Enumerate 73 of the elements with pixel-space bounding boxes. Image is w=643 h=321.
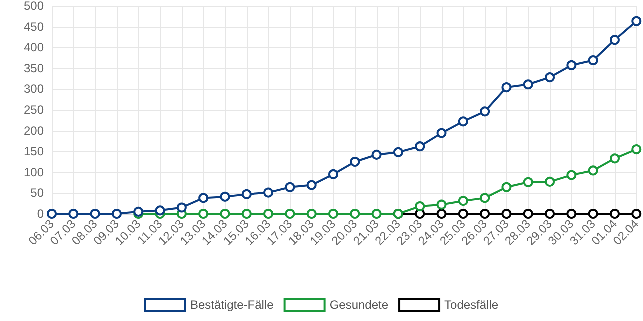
point (588, 166, 598, 176)
legend-label: Gesundete (330, 298, 389, 312)
point (545, 209, 556, 219)
point (242, 209, 252, 219)
point (632, 144, 642, 155)
point (350, 209, 360, 219)
y-tick-label: 300 (24, 82, 44, 96)
point (372, 209, 382, 219)
point (632, 16, 642, 26)
point (264, 188, 274, 198)
point (436, 128, 447, 138)
point (198, 209, 209, 219)
y-tick-label: 400 (24, 40, 44, 55)
point (610, 154, 620, 164)
point (393, 147, 404, 158)
point (480, 209, 490, 219)
point (350, 157, 360, 167)
point (545, 176, 556, 187)
point (198, 193, 209, 204)
point (176, 202, 187, 213)
point (502, 209, 512, 219)
point (372, 150, 382, 160)
point (415, 202, 426, 212)
point (415, 209, 426, 219)
point (285, 209, 296, 219)
point (415, 142, 426, 152)
point (285, 182, 296, 192)
y-tick-label: 100 (24, 165, 44, 180)
point (502, 182, 512, 192)
point (47, 209, 57, 219)
point (480, 106, 490, 117)
point (502, 82, 512, 93)
point (610, 35, 620, 46)
y-tick-label: 200 (24, 124, 44, 138)
point (68, 209, 79, 219)
y-tick-label: 0 (37, 207, 44, 221)
point (90, 209, 100, 219)
point (523, 209, 534, 219)
point (306, 209, 317, 219)
point (523, 80, 534, 90)
point (436, 200, 447, 210)
point (134, 206, 144, 217)
y-tick-label: 350 (24, 61, 44, 76)
y-tick-label: 150 (24, 144, 44, 159)
y-tick-label: 450 (24, 20, 44, 34)
point (328, 209, 338, 219)
point (155, 206, 166, 216)
point (436, 209, 447, 219)
point (588, 209, 598, 219)
point (264, 209, 274, 219)
point (566, 60, 577, 70)
point (458, 196, 468, 206)
legend-label: Bestätigte-Fälle (190, 298, 274, 312)
point (220, 192, 230, 202)
point (523, 177, 534, 188)
y-tick-label: 50 (30, 186, 44, 200)
point (545, 72, 556, 83)
point (610, 209, 620, 219)
point (566, 170, 577, 180)
point (588, 56, 598, 66)
point (112, 209, 122, 219)
point (480, 193, 490, 204)
y-tick-label: 250 (24, 103, 44, 117)
legend-label: Todesfälle (444, 298, 499, 312)
point (458, 209, 468, 219)
y-tick-label: 500 (24, 0, 44, 13)
point (306, 180, 317, 190)
point (566, 209, 577, 219)
point (242, 189, 252, 200)
point (458, 116, 468, 127)
point (632, 209, 642, 219)
point (328, 169, 338, 180)
point (220, 209, 230, 219)
